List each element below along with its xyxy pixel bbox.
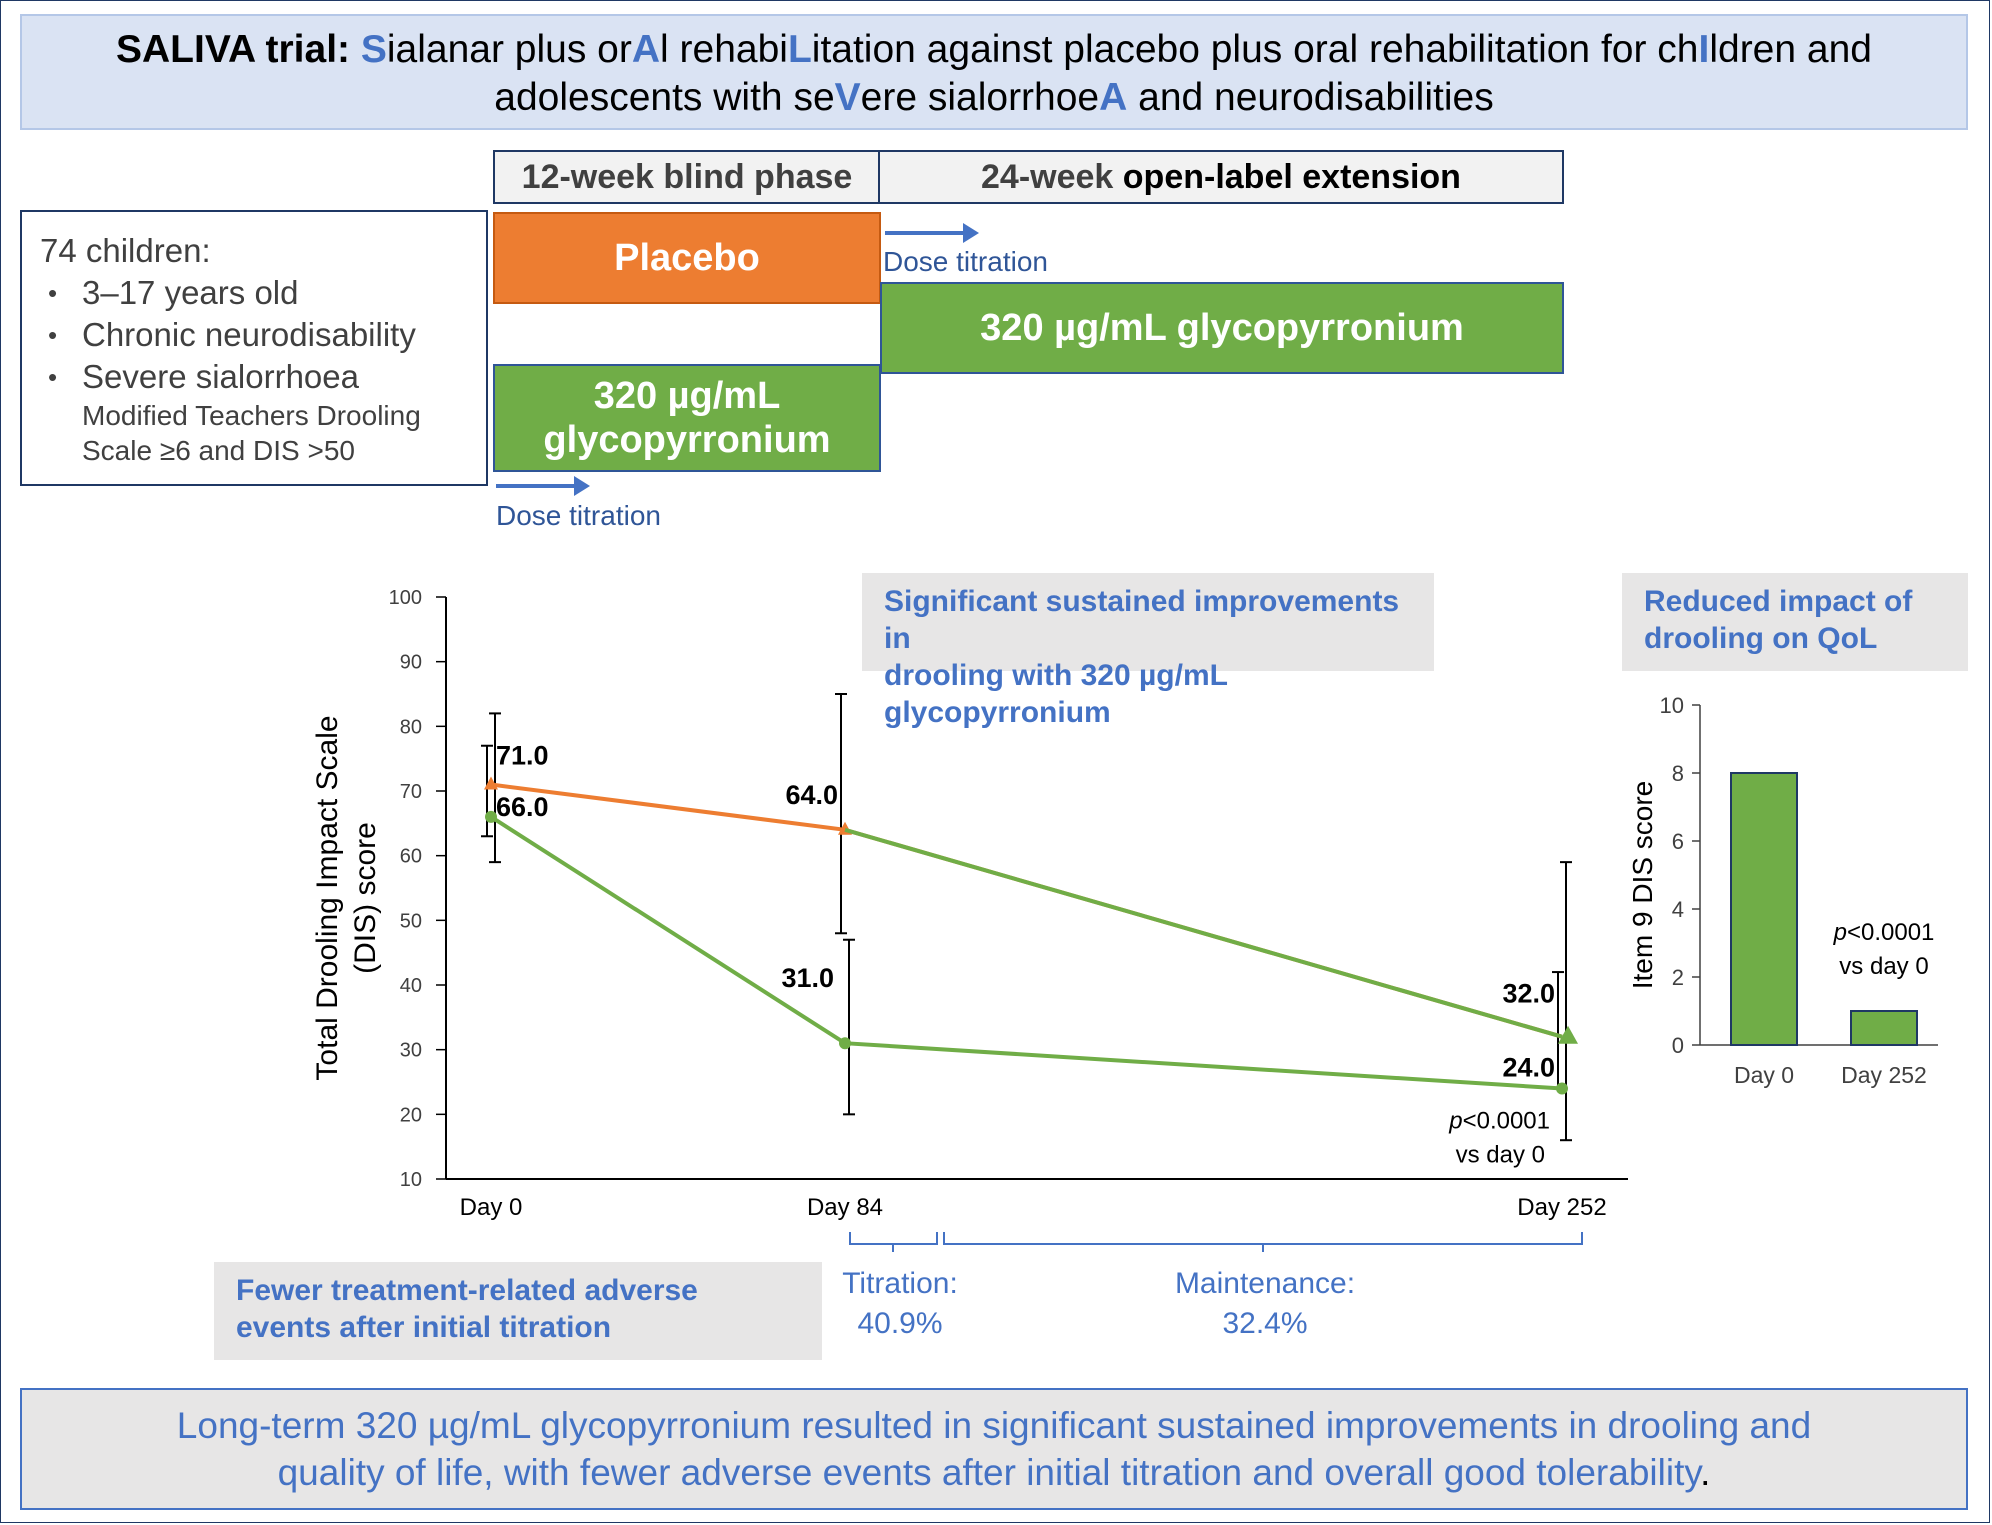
adverse-events-headline-line2: events after initial titration <box>236 1311 612 1344</box>
placebo-arm-label: Placebo <box>614 237 760 279</box>
drug-arm-line2: glycopyrronium <box>543 419 831 461</box>
title-acronym-letter: S <box>360 28 387 71</box>
dose-titration-arrow-ext <box>885 223 979 243</box>
data-label: 71.0 <box>496 741 549 771</box>
adverse-events-headline-line1: Fewer treatment-related adverse <box>236 1274 698 1307</box>
x-tick-label: Day 84 <box>807 1194 883 1221</box>
y-tick-label: 20 <box>400 1104 422 1126</box>
criterion-neurodisability: Chronic neurodisability <box>40 314 486 356</box>
drug-arm-line1: 320 µg/mL <box>593 375 781 417</box>
title-text-part: ldren and adolescents with se <box>494 28 1872 119</box>
conclusion-line1: Long-term 320 µg/mL glycopyrronium resul… <box>176 1405 1812 1446</box>
y-tick-label: 60 <box>400 846 422 868</box>
title-text-part: and neurodisabilities <box>1127 76 1494 119</box>
blind-phase-label: 12-week blind phase <box>521 158 853 196</box>
y-tick-label: 40 <box>400 975 422 997</box>
extension-phase-header: 24-week open-label extension <box>878 150 1564 204</box>
y-tick-label: 50 <box>400 910 422 932</box>
titration-ae-label: Titration: <box>842 1267 958 1300</box>
placebo-arm: Placebo <box>493 212 881 304</box>
x-tick-label: Day 0 <box>460 1194 523 1221</box>
drooling-headline-line1: Significant sustained improvements in <box>884 585 1400 655</box>
y-tick-label: 30 <box>400 1040 422 1062</box>
title-expansion: Sialanar plus orAl rehabiLitation agains… <box>361 28 1872 119</box>
criterion-detail-1: Modified Teachers Drooling <box>82 400 421 431</box>
y-axis-title-line2: (DIS) score <box>349 822 382 974</box>
y-tick-label: 100 <box>389 587 422 609</box>
series-marker <box>1556 1082 1568 1095</box>
population-head: 74 children: <box>40 232 211 269</box>
title-acronym-letter: A <box>1099 76 1128 119</box>
data-label: 66.0 <box>496 792 549 822</box>
drug-arm-extension: 320 µg/mL glycopyrronium <box>880 282 1564 374</box>
series-marker <box>484 776 498 790</box>
drooling-headline: Significant sustained improvements in dr… <box>862 573 1434 729</box>
conclusion-period: . <box>1700 1452 1711 1493</box>
adverse-events-headline: Fewer treatment-related adverse events a… <box>214 1262 822 1360</box>
data-label: 31.0 <box>781 963 834 993</box>
titration-ae-value: 40.9% <box>857 1307 943 1340</box>
series-marker <box>839 1037 851 1050</box>
title-text: SALIVA trial: Sialanar plus orAl rehabiL… <box>74 26 1914 122</box>
titration-bracket <box>849 1232 938 1245</box>
title-banner: SALIVA trial: Sialanar plus orAl rehabiL… <box>20 14 1968 130</box>
blind-phase-header: 12-week blind phase <box>493 150 881 204</box>
dose-titration-arrow-blind <box>496 476 590 496</box>
series-line <box>490 782 1563 1039</box>
qol-headline-line1: Reduced impact of <box>1644 585 1913 618</box>
y-axis-title: Total Drooling Impact Scale (DIS) score <box>311 715 382 1080</box>
drug-arm-extension-label: 320 µg/mL glycopyrronium <box>980 307 1464 349</box>
y-tick-label: 90 <box>400 652 422 674</box>
line-chart-p-value: p<0.0001 <box>1448 1107 1550 1134</box>
maintenance-bracket <box>943 1232 1583 1245</box>
y-tick-label: 10 <box>400 1169 422 1191</box>
drooling-headline-line2: drooling with 320 µg/mL glycopyrronium <box>884 659 1228 729</box>
maintenance-ae-value: 32.4% <box>1222 1307 1308 1340</box>
qol-headline-line2: drooling on QoL <box>1644 622 1878 655</box>
title-text-part: itation against placebo plus oral rehabi… <box>811 28 1699 71</box>
series-marker <box>485 810 497 823</box>
dose-titration-label-blind: Dose titration <box>496 500 661 531</box>
criterion-age: 3–17 years old <box>40 272 486 314</box>
qol-headline: Reduced impact of drooling on QoL <box>1622 573 1968 671</box>
conclusion-line2-wrap: quality of life, with fewer adverse even… <box>22 1449 1966 1496</box>
overlay-segment <box>844 827 1563 1039</box>
y-tick-label: 70 <box>400 781 422 803</box>
extension-phase-prefix: 24-week <box>981 158 1123 196</box>
title-label: SALIVA trial: <box>116 28 351 71</box>
conclusion-line2: quality of life, with fewer adverse even… <box>277 1452 1701 1493</box>
population-criteria: 3–17 years old Chronic neurodisability S… <box>40 272 486 398</box>
data-label: 24.0 <box>1502 1052 1555 1082</box>
population-box: 74 children: 3–17 years old Chronic neur… <box>20 210 488 486</box>
p-threshold: <0.0001 <box>1463 1107 1550 1134</box>
series-line <box>489 815 1563 1091</box>
y-tick-label: 80 <box>400 716 422 738</box>
criterion-detail-2: Scale ≥6 and DIS >50 <box>82 435 355 466</box>
title-text-part: ialanar plus or <box>386 28 632 71</box>
drug-arm-blind: 320 µg/mL glycopyrronium <box>493 364 881 472</box>
conclusion-box: Long-term 320 µg/mL glycopyrronium resul… <box>20 1388 1968 1510</box>
maintenance-ae-label: Maintenance: <box>1174 1267 1356 1300</box>
title-text-part: l rehabi <box>660 28 788 71</box>
extension-phase-label: open-label extension <box>1122 158 1461 196</box>
x-tick-label: Day 252 <box>1517 1194 1606 1221</box>
dose-titration-label-ext: Dose titration <box>883 246 1048 277</box>
criterion-sialorrhoea: Severe sialorrhoea <box>40 356 486 398</box>
title-acronym-letter: L <box>787 28 812 71</box>
p-symbol: p <box>1448 1107 1462 1134</box>
data-label: 64.0 <box>785 780 838 810</box>
title-text-part: ere sialorrhoe <box>860 76 1100 119</box>
title-acronym-letter: I <box>1698 28 1710 71</box>
title-acronym-letter: A <box>631 28 661 71</box>
titration-ae: Titration: 40.9% <box>830 1264 970 1344</box>
title-acronym-letter: V <box>834 76 861 119</box>
series-marker <box>1558 1025 1578 1044</box>
line-chart-p-value-ref: vs day 0 <box>1456 1141 1545 1168</box>
data-label: 32.0 <box>1502 979 1555 1009</box>
maintenance-ae: Maintenance: 32.4% <box>1150 1264 1380 1344</box>
y-axis-title-line1: Total Drooling Impact Scale <box>311 715 344 1080</box>
